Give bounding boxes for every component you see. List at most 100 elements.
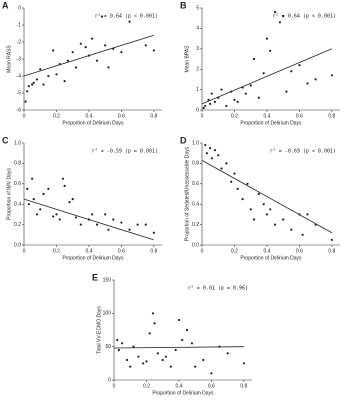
y-tick-label: -5: [17, 90, 22, 96]
point: [169, 365, 172, 368]
y-tick-label: 0.2: [14, 222, 21, 228]
point: [32, 198, 35, 201]
point: [210, 157, 213, 160]
y-axis-label: Total VV-ECMO Days: [96, 306, 102, 354]
point: [61, 177, 65, 180]
point: [262, 203, 265, 206]
point: [26, 90, 29, 93]
fit-line: [23, 198, 155, 241]
point: [210, 92, 213, 95]
y-tick-label: 5: [196, 5, 199, 11]
fit-line: [201, 159, 333, 234]
point: [95, 59, 99, 62]
point: [209, 147, 212, 150]
fit-line: [23, 34, 155, 77]
point: [39, 68, 42, 71]
x-tick-label: 0: [201, 248, 204, 254]
point: [117, 348, 120, 352]
y-tick-label: 0.8: [14, 161, 21, 167]
point: [156, 352, 159, 355]
x-tick-label: 0.8: [150, 248, 157, 254]
point: [79, 42, 82, 45]
point: [242, 362, 245, 365]
point: [145, 360, 148, 363]
point: [68, 201, 71, 204]
point: [91, 37, 94, 40]
y-tick-label: -4: [17, 73, 22, 79]
point: [257, 96, 260, 99]
point: [246, 182, 249, 185]
x-tick-label: 0.2: [231, 248, 238, 254]
x-tick-label: 0.6: [208, 383, 215, 389]
point: [230, 180, 233, 183]
x-tick-label: 0.8: [328, 113, 335, 119]
point: [142, 362, 145, 365]
point: [74, 66, 78, 69]
point: [249, 84, 252, 87]
y-tick-label: -3: [17, 56, 22, 62]
point: [128, 228, 131, 231]
point: [107, 228, 110, 231]
point: [257, 192, 260, 196]
point: [125, 358, 129, 362]
point: [314, 78, 317, 81]
point: [104, 213, 107, 216]
point: [220, 167, 223, 170]
annotation: r² = -0.69 (p < 0.001): [270, 149, 336, 155]
point: [27, 85, 30, 88]
y-tick-label: 100: [103, 311, 112, 317]
point: [285, 90, 288, 93]
y-tick-label: 0.0: [14, 242, 21, 248]
point: [148, 332, 151, 335]
y-tick-label: 0.6: [192, 181, 199, 187]
point: [298, 64, 301, 67]
point: [252, 218, 256, 221]
y-tick-label: 0: [108, 377, 111, 383]
point: [24, 100, 27, 103]
point: [210, 372, 213, 375]
point: [55, 213, 58, 216]
x-axis-label: Proportion of Delirium Days: [240, 255, 302, 261]
point: [35, 78, 39, 81]
point: [290, 228, 293, 231]
y-tick-label: 1.0: [14, 140, 21, 146]
point: [282, 15, 285, 18]
x-tick-label: 0.6: [118, 248, 125, 254]
point: [79, 223, 82, 226]
panel-letter: E: [92, 272, 98, 282]
point: [278, 21, 282, 24]
point: [42, 192, 45, 196]
y-axis-label: Mean BPAS: [184, 45, 190, 73]
point: [144, 223, 147, 226]
point: [71, 51, 74, 54]
x-axis-label: Proportion of Delirium Days: [152, 390, 214, 396]
point: [66, 59, 69, 62]
x-tick-label: 0.8: [150, 113, 157, 119]
point: [151, 312, 155, 315]
point: [71, 198, 74, 201]
y-tick-label: 0.2: [192, 222, 199, 228]
panel-letter: C: [2, 135, 9, 145]
annotation: r² = -0.59 (p = 0.001): [92, 149, 158, 155]
x-tick-label: 0: [23, 113, 26, 119]
annotation: r² = 0.64 (p < 0.001): [95, 14, 158, 20]
point: [282, 218, 285, 221]
point: [39, 208, 42, 211]
point: [204, 143, 207, 147]
point: [252, 57, 256, 61]
point: [236, 100, 239, 103]
point: [217, 154, 220, 157]
point: [136, 223, 139, 226]
point: [47, 74, 50, 78]
annotation: r² = 0.01 (p = 0.96): [188, 286, 248, 292]
panel-letter: A: [2, 0, 9, 10]
point: [205, 152, 208, 155]
y-tick-label: 0.4: [192, 202, 199, 208]
point: [84, 46, 87, 49]
point: [91, 213, 94, 216]
point: [330, 74, 333, 77]
point: [220, 88, 223, 91]
point: [42, 83, 45, 86]
point: [55, 73, 58, 76]
y-tick-label: -6: [17, 107, 22, 113]
